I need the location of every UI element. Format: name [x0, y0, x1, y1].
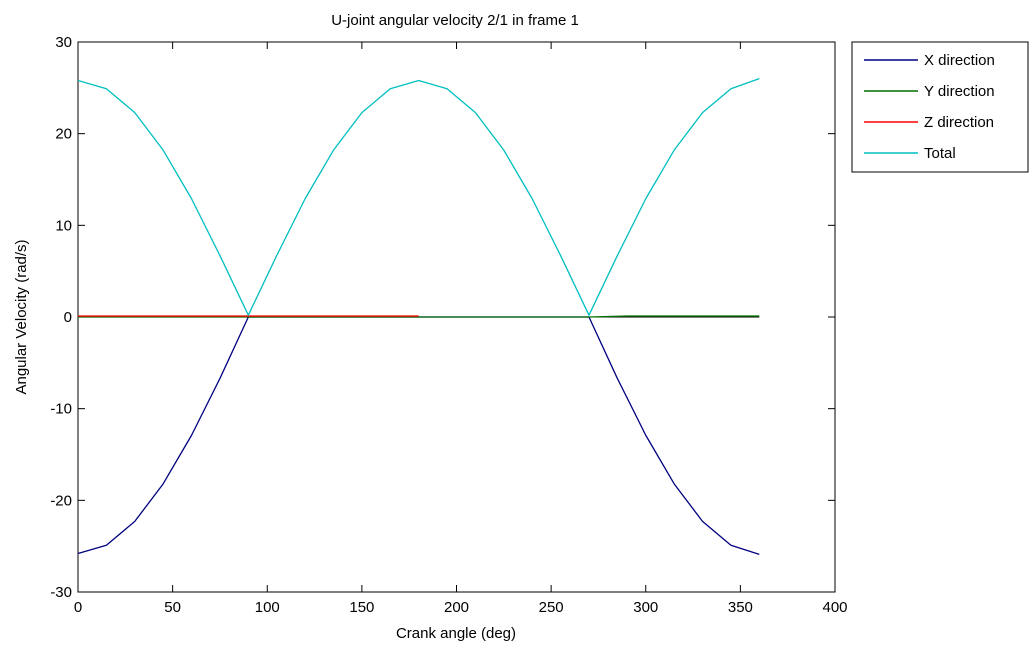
series-line-total	[77, 78, 760, 316]
legend-label-y-direction: Y direction	[924, 83, 995, 100]
y-tick-label: -10	[50, 401, 72, 418]
legend-label-z-direction: Z direction	[924, 114, 994, 131]
series-lines	[77, 78, 760, 556]
y-tick-label: 10	[55, 217, 72, 234]
x-tick-label: 350	[728, 599, 753, 616]
x-tick-label: 0	[74, 599, 82, 616]
x-tick-label: 150	[349, 599, 374, 616]
y-tick-label: -20	[50, 492, 72, 509]
y-axis-title: Angular Velocity (rad/s)	[13, 239, 30, 394]
y-tick-label: -30	[50, 584, 72, 601]
legend-label-total: Total	[924, 145, 956, 162]
chart-title: U-joint angular velocity 2/1 in frame 1	[331, 12, 579, 29]
x-tick-label: 250	[539, 599, 564, 616]
y-tick-label: 20	[55, 126, 72, 143]
x-tick-label: 200	[444, 599, 469, 616]
x-axis-title: Crank angle (deg)	[396, 625, 516, 642]
x-tick-label: 400	[822, 599, 847, 616]
series-line-y-direction	[78, 315, 760, 318]
x-tick-label: 300	[633, 599, 658, 616]
x-tick-label: 100	[255, 599, 280, 616]
y-tick-label: 0	[64, 309, 72, 326]
legend: X direction Y direction Z direction Total	[851, 41, 1029, 173]
legend-box	[851, 41, 1029, 173]
y-tick-label: 30	[55, 34, 72, 51]
x-tick-label: 50	[164, 599, 181, 616]
legend-label-x-direction: X direction	[924, 52, 995, 69]
axis-ticks: 0 50 100 150 200 250 300 350 400 -30 -20 -10 0 10 20 30	[50, 34, 847, 616]
